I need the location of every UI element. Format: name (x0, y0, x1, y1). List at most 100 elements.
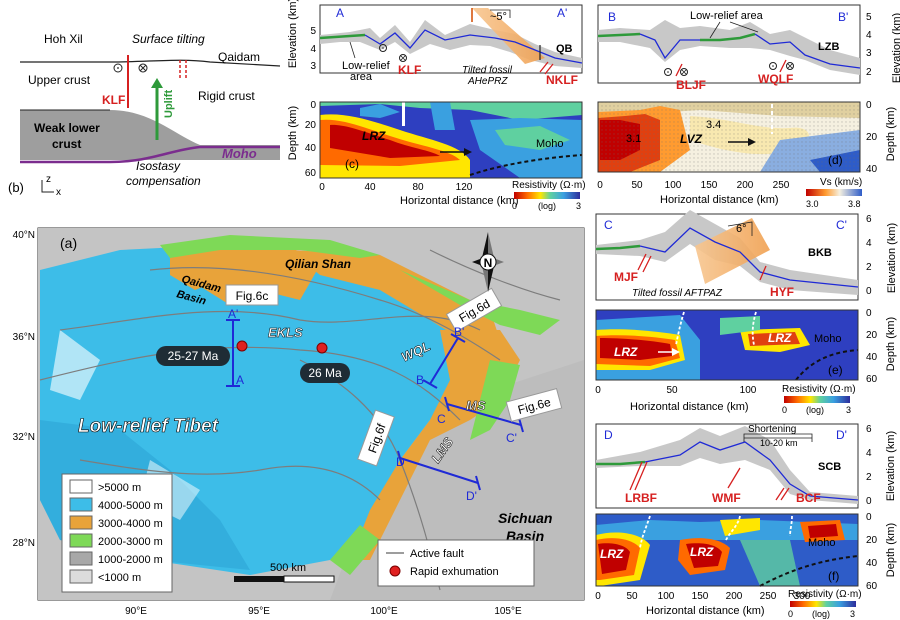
panel-a-letter: (a) (60, 235, 77, 251)
panel-c-depth-axis: Depth (km) (287, 106, 299, 160)
panel-c-elev-range (320, 20, 582, 68)
panel-f-x-tick-100: 100 (658, 591, 675, 602)
panel-e-elev-axis: Elevation (km) (886, 223, 898, 293)
panel-c-elev-axis: Elevation (km) (287, 0, 299, 68)
panel-f-x-axis: Horizontal distance (km) (646, 605, 765, 617)
panel-c-end: A' (557, 6, 567, 20)
panel-d-x-tick-0: 0 (597, 180, 603, 191)
legend-swatch-2 (69, 515, 93, 530)
surface-line (20, 59, 281, 67)
panel-e-mjf: MJF (614, 270, 638, 284)
panel-e-depth-tick-20: 20 (866, 330, 878, 341)
sichuan-basin-label-1: Sichuan (498, 510, 552, 526)
panel-e-cbar-min: 0 (782, 405, 787, 415)
panel-f-shortening-2: 10-20 km (760, 438, 798, 448)
panel-c-tilted-1: Tilted fossil (462, 65, 513, 76)
age-badge-1 (156, 346, 230, 366)
fig6c-box (225, 284, 279, 306)
panel-f-elev-tick-6: 6 (866, 424, 872, 435)
panel-f-colorbar (790, 601, 856, 607)
axis-z-label: z (46, 174, 51, 185)
panel-c-start: A (336, 6, 344, 20)
profile-d-start: D (396, 455, 405, 469)
panel-e-elev-tick-6: 6 (866, 214, 872, 225)
profile-b-end: B' (454, 325, 464, 339)
panel-c-moho: Moho (536, 138, 564, 150)
panel-f: Shortening 10-20 km D D' SCB LRBF WMF BC… (595, 423, 897, 619)
panel-a-map: 25-27 Ma 26 Ma Fig.6c Fig.6d Fig.6e Fig.… (13, 227, 585, 617)
panel-d-cbar-title: Vs (km/s) (820, 177, 862, 188)
panel-f-x-tick-250: 250 (760, 591, 777, 602)
lon-tick-95: 95°E (248, 606, 270, 617)
ms-label: MS (466, 398, 486, 413)
panel-f-lrz-2: LRZ (690, 545, 714, 559)
panel-e-moho: Moho (814, 333, 842, 345)
panel-c-cbar-max: 3 (576, 201, 581, 211)
panel-f-depth-tick-40: 40 (866, 558, 878, 569)
panel-e-tilted: Tilted fossil AFTPAZ (632, 288, 723, 299)
panel-d-depth-axis: Depth (km) (885, 107, 897, 161)
panel-e-hyf: HYF (770, 285, 794, 299)
panel-d-depth-tick-0: 0 (866, 100, 872, 111)
exhumation-point-1 (236, 340, 248, 352)
elevation-legend: >5000 m 4000-5000 m 3000-4000 m 2000-300… (61, 473, 173, 593)
panel-d-x-tick-200: 200 (737, 180, 754, 191)
tilted-ahePRZ-band (472, 8, 545, 64)
lon-tick-100: 100°E (370, 606, 398, 617)
panel-d-elev-tick-4: 4 (866, 30, 872, 41)
legend-label-2: 3000-4000 m (98, 518, 163, 530)
qaidam-label: Qaidam (218, 50, 260, 64)
rigid-crust-label: Rigid crust (198, 89, 255, 103)
panel-c-cbar-title: Resistivity (Ω·m) (512, 180, 586, 191)
panel-d-depth-tick-40: 40 (866, 164, 878, 175)
panel-f-elev-tick-4: 4 (866, 448, 872, 459)
isostasy-label-1: Isostasy (136, 159, 181, 173)
panel-e-letter: (e) (828, 363, 843, 377)
lat-tick-36: 36°N (13, 332, 35, 343)
legend-swatch-1 (69, 497, 93, 512)
legend-label-0: >5000 m (98, 482, 141, 494)
panel-e-depth-tick-0: 0 (866, 308, 872, 319)
panel-c-lrz: LRZ (362, 129, 386, 143)
panel-f-cbar-mid: (log) (812, 609, 830, 619)
fig6c-label: Fig.6c (236, 289, 269, 303)
uplift-label: Uplift (163, 90, 175, 118)
panel-c-low-relief-2: area (350, 71, 373, 83)
panel-d-cbar-min: 3.0 (806, 199, 819, 209)
panel-f-wmf: WMF (712, 491, 741, 505)
profile-c-start: C (437, 412, 446, 426)
moho-line (20, 145, 280, 164)
panel-c-elev-tick-5: 5 (310, 26, 316, 37)
exhumation-point-2 (316, 342, 328, 354)
panel-e-cbar-max: 3 (846, 405, 851, 415)
rapid-exhumation-swatch (389, 565, 401, 577)
panel-d-letter: (d) (828, 153, 843, 167)
legend-swatch-0 (69, 479, 93, 494)
panel-c-depth-tick-0: 0 (310, 100, 316, 111)
fig6e-box (505, 387, 563, 423)
qilian-shan-label: Qilian Shan (285, 257, 351, 271)
panel-e-depth-tick-40: 40 (866, 352, 878, 363)
panel-d-v2: 3.4 (706, 119, 721, 131)
panel-c-elev-profile (364, 29, 583, 64)
panel-f-depth-tick-60: 60 (866, 581, 878, 592)
panel-c: ~5° A A' QB Low-relief area KLF Tilted f… (287, 0, 586, 211)
panel-c-cbar-mid: (log) (538, 201, 556, 211)
surface-tilting-label: Surface tilting (132, 32, 205, 46)
legend-label-5: <1000 m (98, 572, 141, 584)
fig6f-box (357, 409, 395, 467)
panel-f-start: D (604, 428, 613, 442)
tilted-aftpaz-band (695, 218, 770, 284)
profile-b-start: B (416, 373, 424, 387)
panel-f-bcf: BCF (796, 491, 821, 505)
age-badge-2 (300, 363, 350, 383)
panel-d-elev-axis: Elevation (km) (891, 13, 900, 83)
panel-f-cbar-min: 0 (788, 609, 793, 619)
panel-e-x-tick-50: 50 (666, 385, 678, 396)
legend-swatch-3 (69, 533, 93, 548)
hoh-xil-label: Hoh Xil (44, 32, 83, 46)
panel-f-cbar-max: 3 (850, 609, 855, 619)
panel-e-elev-tick-4: 4 (866, 238, 872, 249)
panel-c-letter: (c) (345, 157, 359, 171)
